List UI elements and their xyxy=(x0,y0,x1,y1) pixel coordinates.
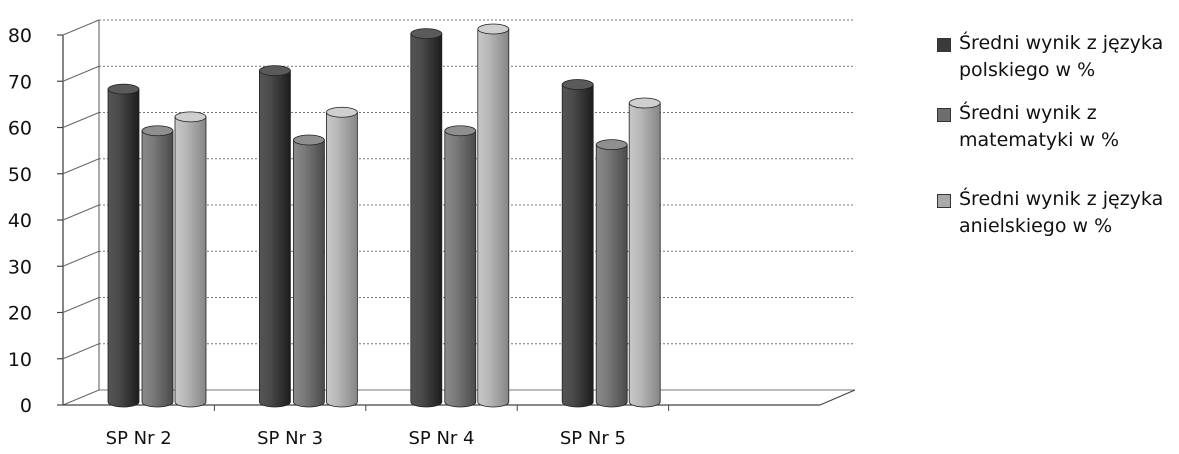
legend-item-polish: Średni wynik z języka polskiego w % xyxy=(937,30,1177,84)
bar-body xyxy=(595,144,628,408)
legend-swatch-math xyxy=(937,108,951,122)
grid-diagonal xyxy=(62,112,100,128)
bar-cap xyxy=(444,125,477,137)
bar-cap xyxy=(292,134,325,146)
grid-diagonal xyxy=(62,204,100,221)
bar-body xyxy=(561,84,594,408)
bar-cap xyxy=(174,111,207,123)
bar-0-1 xyxy=(258,65,291,408)
bar-body xyxy=(141,130,174,408)
legend-label-english: Średni wynik z języka anielskiego w % xyxy=(959,188,1164,237)
x-category-label: SP Nr 5 xyxy=(560,428,626,449)
y-tick-label: 50 xyxy=(8,164,32,186)
legend-label-polish: Średni wynik z języka polskiego w % xyxy=(959,32,1164,81)
bar-2-1 xyxy=(325,106,358,408)
bar-1-2 xyxy=(444,125,477,408)
grid-diagonal xyxy=(62,65,100,82)
x-category-label: SP Nr 3 xyxy=(257,428,323,449)
bar-0-3 xyxy=(561,79,594,408)
bar-cap xyxy=(628,97,661,109)
grid-diagonal xyxy=(62,19,100,36)
bar-body xyxy=(107,88,140,408)
plot-frame xyxy=(57,19,856,406)
legend-swatch-polish xyxy=(937,38,951,52)
legend-swatch-english xyxy=(937,194,951,208)
bar-2-0 xyxy=(174,111,207,408)
x-axis-categories: SP Nr 2 SP Nr 3 SP Nr 4 SP Nr 5 xyxy=(106,405,670,449)
legend-item-english: Średni wynik z języka anielskiego w % xyxy=(937,186,1177,240)
bar-body xyxy=(628,102,661,408)
y-tick-label: 60 xyxy=(8,118,32,140)
y-tick-label: 20 xyxy=(8,303,32,325)
bar-body xyxy=(326,111,358,408)
x-category-label: SP Nr 4 xyxy=(408,428,474,449)
grid-diagonal xyxy=(62,343,100,360)
legend: Średni wynik z języka polskiego w % Śred… xyxy=(937,30,1177,240)
y-tick-label: 40 xyxy=(8,210,32,232)
y-tick-label: 80 xyxy=(8,25,32,47)
y-tick-label: 70 xyxy=(8,71,32,93)
bar-cap xyxy=(595,139,628,151)
y-tick-label: 10 xyxy=(8,349,32,371)
grid-diagonal xyxy=(62,250,100,267)
legend-item-math: Średni wynik z matematyki w % xyxy=(937,100,1177,154)
grid-diagonal xyxy=(62,389,100,406)
bar-body xyxy=(293,139,325,408)
bar-2-3 xyxy=(628,97,661,408)
bar-cap xyxy=(107,83,140,95)
y-tick-label: 30 xyxy=(8,256,32,278)
bar-cap xyxy=(141,125,174,137)
bar-body xyxy=(174,116,207,408)
bar-body xyxy=(444,130,477,408)
legend-label-math: Średni wynik z matematyki w % xyxy=(959,102,1120,151)
bar-cap xyxy=(410,28,443,40)
bars xyxy=(107,23,661,408)
bar-body xyxy=(477,28,510,408)
floor-right-edge xyxy=(819,389,856,406)
bar-cap xyxy=(258,65,291,77)
bar-body xyxy=(410,33,443,408)
y-tick-label: 0 xyxy=(20,395,32,417)
bar-cap xyxy=(561,79,594,90)
bar-1-0 xyxy=(141,125,174,408)
y-axis-ticks: 0 10 20 30 40 50 60 70 80 xyxy=(8,25,32,417)
bar-1-1 xyxy=(292,134,325,408)
bar-0-2 xyxy=(410,28,443,408)
x-category-label: SP Nr 2 xyxy=(106,428,172,449)
bar-cap xyxy=(325,106,358,118)
grid-diagonal xyxy=(62,297,100,313)
bar-2-2 xyxy=(477,23,510,408)
grid-diagonal xyxy=(62,158,100,175)
bar-0-0 xyxy=(107,83,140,408)
bar-body xyxy=(259,70,291,408)
bar-1-3 xyxy=(595,139,628,408)
bar-cap xyxy=(477,23,510,35)
